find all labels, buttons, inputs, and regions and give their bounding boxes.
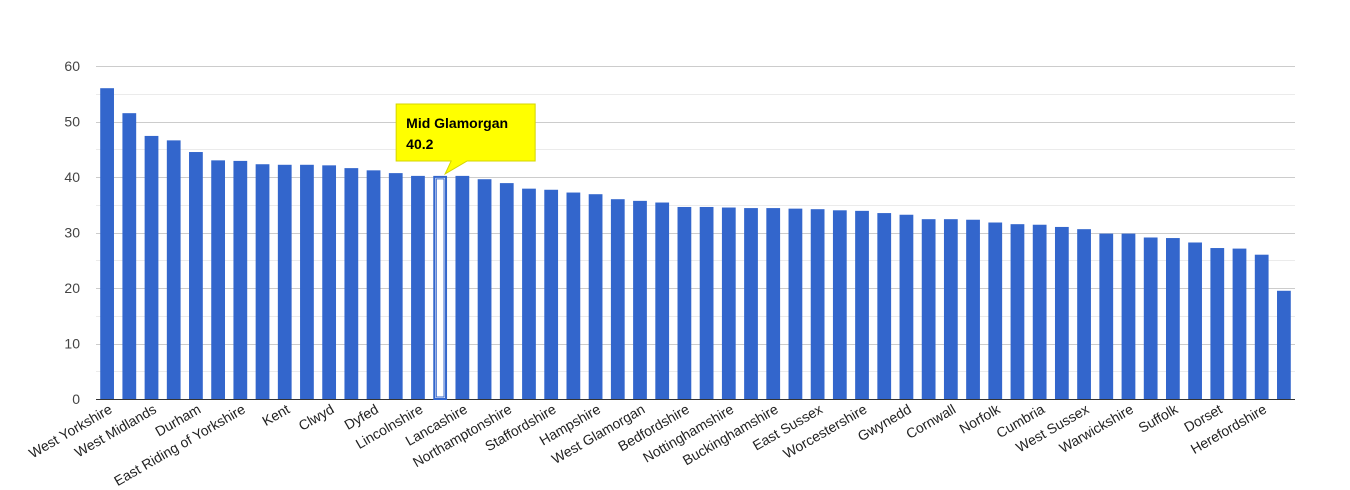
bar[interactable]	[610, 199, 625, 399]
y-tick-label: 60	[64, 58, 80, 74]
bar[interactable]	[322, 165, 337, 399]
x-tick-label: Kent	[259, 401, 292, 429]
bar[interactable]	[899, 214, 914, 399]
bar[interactable]	[566, 192, 581, 399]
bar[interactable]	[766, 208, 781, 399]
bar[interactable]	[744, 208, 758, 399]
bar[interactable]	[1054, 226, 1069, 399]
x-tick-label: Cornwall	[903, 401, 958, 442]
bar[interactable]	[300, 164, 314, 399]
tooltip-label: Mid Glamorgan	[406, 115, 508, 131]
bar[interactable]	[388, 173, 403, 399]
x-tick-label: Clwyd	[296, 401, 337, 434]
bar[interactable]	[1077, 229, 1091, 399]
bar[interactable]	[877, 213, 892, 399]
bar[interactable]	[411, 175, 425, 399]
bar[interactable]	[544, 189, 559, 399]
bar[interactable]	[655, 202, 670, 399]
bar[interactable]	[1121, 233, 1136, 399]
tooltip-box	[395, 103, 536, 176]
tooltip: Mid Glamorgan 40.2	[395, 103, 536, 176]
bar[interactable]	[1099, 233, 1114, 399]
y-tick-label: 0	[72, 391, 80, 407]
bar[interactable]	[633, 200, 647, 399]
bar[interactable]	[100, 88, 114, 399]
bar[interactable]	[233, 160, 248, 399]
bar[interactable]	[721, 207, 736, 399]
bar[interactable]	[122, 113, 137, 400]
y-tick-label: 40	[64, 169, 80, 185]
bar[interactable]	[1210, 248, 1225, 399]
bar[interactable]	[255, 164, 270, 399]
bar[interactable]	[522, 188, 536, 399]
bar[interactable]	[832, 210, 847, 399]
bar[interactable]	[1277, 290, 1291, 399]
bar[interactable]	[189, 152, 203, 399]
y-tick-label: 50	[64, 114, 80, 130]
bar[interactable]	[144, 135, 159, 399]
bar[interactable]	[855, 210, 869, 399]
y-tick-label: 30	[64, 225, 80, 241]
bar[interactable]	[788, 208, 803, 399]
bar[interactable]	[588, 194, 603, 399]
y-tick-label: 20	[64, 280, 80, 296]
bars	[100, 88, 1291, 400]
bar[interactable]	[1232, 248, 1247, 399]
bar[interactable]	[1032, 224, 1047, 399]
bar[interactable]	[211, 160, 226, 399]
bar[interactable]	[366, 170, 381, 399]
bar[interactable]	[1010, 224, 1025, 399]
bar[interactable]	[166, 140, 181, 399]
bar-highlight-inner	[435, 178, 445, 398]
x-tick-label: Suffolk	[1136, 400, 1182, 436]
bar[interactable]	[1143, 237, 1158, 399]
bar[interactable]	[1188, 242, 1202, 399]
y-tick-label: 10	[64, 336, 80, 352]
bar[interactable]	[677, 206, 692, 399]
bar-highlighted[interactable]	[433, 175, 448, 400]
bar[interactable]	[1165, 238, 1180, 399]
bar[interactable]	[455, 175, 470, 399]
bar[interactable]	[499, 183, 514, 399]
bar[interactable]	[810, 209, 825, 399]
bar[interactable]	[966, 219, 980, 399]
y-axis: 0 10 20 30 40 50 60	[64, 58, 80, 407]
bar[interactable]	[921, 219, 936, 399]
bar[interactable]	[1254, 254, 1269, 399]
bar[interactable]	[699, 206, 714, 399]
gridlines	[96, 66, 1295, 400]
bar[interactable]	[344, 168, 359, 399]
bar[interactable]	[277, 164, 292, 399]
tooltip-value: 40.2	[406, 136, 433, 152]
bar[interactable]	[988, 222, 1003, 399]
bar[interactable]	[943, 219, 958, 399]
bar[interactable]	[477, 179, 492, 399]
